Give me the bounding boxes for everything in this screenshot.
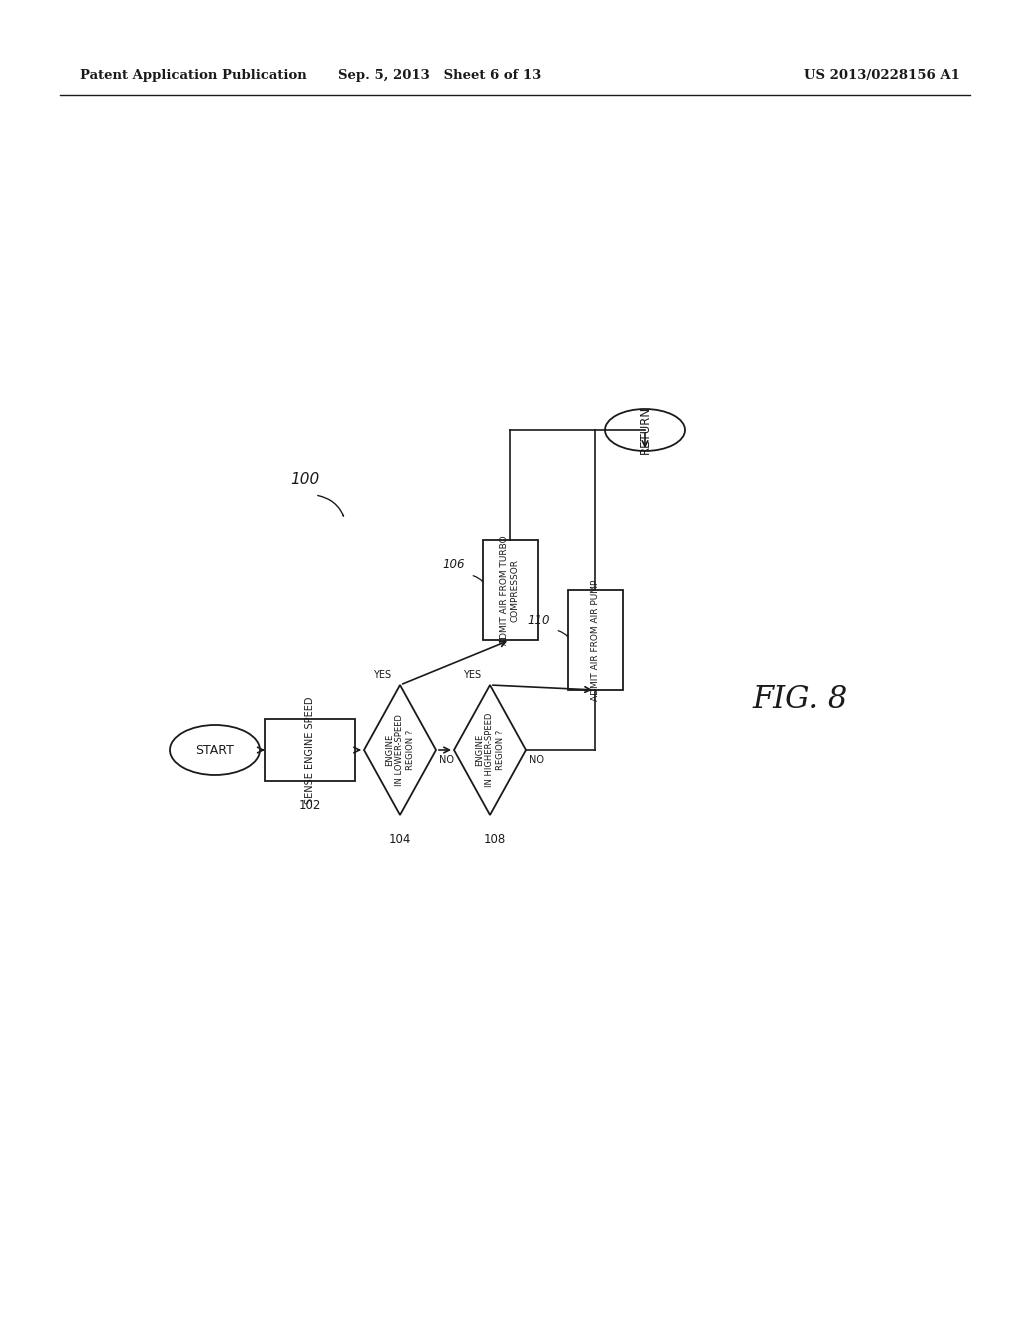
Text: US 2013/0228156 A1: US 2013/0228156 A1 [804, 69, 961, 82]
Text: NO: NO [529, 755, 544, 766]
Text: ENGINE
IN HIGHER-SPEED
REGION ?: ENGINE IN HIGHER-SPEED REGION ? [475, 713, 505, 787]
Text: START: START [196, 743, 234, 756]
Text: SENSE ENGINE SPEED: SENSE ENGINE SPEED [305, 696, 315, 804]
Text: 102: 102 [299, 799, 322, 812]
Text: 108: 108 [484, 833, 506, 846]
Text: FIG. 8: FIG. 8 [753, 685, 848, 715]
Text: 100: 100 [290, 473, 319, 487]
Text: 104: 104 [389, 833, 412, 846]
Text: 110: 110 [527, 614, 550, 627]
Text: Sep. 5, 2013   Sheet 6 of 13: Sep. 5, 2013 Sheet 6 of 13 [338, 69, 542, 82]
FancyArrowPatch shape [473, 576, 483, 582]
Text: 106: 106 [442, 558, 465, 572]
Text: ADMIT AIR FROM TURBO
COMPRESSOR: ADMIT AIR FROM TURBO COMPRESSOR [501, 535, 520, 644]
Text: Patent Application Publication: Patent Application Publication [80, 69, 307, 82]
Text: ADMIT AIR FROM AIR PUMP: ADMIT AIR FROM AIR PUMP [591, 579, 599, 701]
Text: YES: YES [463, 671, 481, 680]
Text: NO: NO [439, 755, 454, 766]
FancyArrowPatch shape [317, 495, 343, 516]
FancyArrowPatch shape [558, 631, 568, 636]
Text: ENGINE
IN LOWER-SPEED
REGION ?: ENGINE IN LOWER-SPEED REGION ? [385, 714, 415, 785]
Text: YES: YES [373, 671, 391, 680]
Text: RETURN: RETURN [639, 407, 651, 454]
